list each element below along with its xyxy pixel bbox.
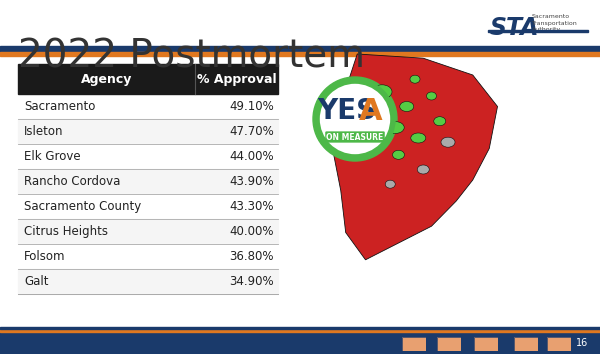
Text: ON MEASURE: ON MEASURE <box>326 132 383 142</box>
Bar <box>18 94 278 119</box>
Bar <box>18 119 278 144</box>
Text: STA: STA <box>490 16 539 40</box>
Polygon shape <box>332 54 497 260</box>
Text: Elk Grove: Elk Grove <box>24 150 80 163</box>
Ellipse shape <box>385 180 395 188</box>
Bar <box>0 332 600 354</box>
Text: 40.00%: 40.00% <box>229 225 274 238</box>
Bar <box>18 269 278 294</box>
Ellipse shape <box>386 121 404 133</box>
Text: 2022 Postmortem: 2022 Postmortem <box>18 38 365 76</box>
Bar <box>474 337 498 351</box>
Text: Sacramento County: Sacramento County <box>24 200 141 213</box>
Text: Sacramento: Sacramento <box>24 100 95 113</box>
Bar <box>437 337 461 351</box>
Ellipse shape <box>417 165 429 174</box>
Bar <box>0 46 600 52</box>
Bar <box>547 337 571 351</box>
Ellipse shape <box>434 117 446 126</box>
Text: YES: YES <box>317 97 377 125</box>
Text: Folsom: Folsom <box>24 250 65 263</box>
Text: Isleton: Isleton <box>24 125 64 138</box>
Bar <box>0 329 600 332</box>
Bar <box>402 337 426 351</box>
Bar <box>437 337 461 351</box>
Ellipse shape <box>372 85 392 99</box>
Ellipse shape <box>411 133 426 143</box>
Ellipse shape <box>441 137 455 147</box>
Circle shape <box>319 83 391 155</box>
Text: A: A <box>359 97 383 126</box>
Bar <box>0 327 600 329</box>
Bar <box>547 337 571 351</box>
Text: 16: 16 <box>576 338 588 348</box>
Text: 36.80%: 36.80% <box>229 250 274 263</box>
Bar <box>18 144 278 169</box>
Text: 34.90%: 34.90% <box>229 275 274 288</box>
Text: 44.00%: 44.00% <box>229 150 274 163</box>
Text: Sacramento
Transportation
Authority: Sacramento Transportation Authority <box>532 14 578 32</box>
Bar <box>474 337 498 351</box>
Ellipse shape <box>427 92 437 100</box>
Text: % Approval: % Approval <box>197 73 277 86</box>
Text: Agency: Agency <box>81 73 132 86</box>
Text: 49.10%: 49.10% <box>229 100 274 113</box>
Bar <box>18 64 278 94</box>
Bar <box>18 219 278 244</box>
Text: Rancho Cordova: Rancho Cordova <box>24 175 121 188</box>
Bar <box>18 169 278 194</box>
Text: 47.70%: 47.70% <box>229 125 274 138</box>
Text: Galt: Galt <box>24 275 49 288</box>
Text: Citrus Heights: Citrus Heights <box>24 225 108 238</box>
Bar <box>402 337 426 351</box>
Ellipse shape <box>400 102 414 112</box>
Bar <box>18 194 278 219</box>
Ellipse shape <box>410 75 420 83</box>
Ellipse shape <box>368 113 380 121</box>
Text: 43.30%: 43.30% <box>229 200 274 213</box>
Bar <box>0 52 600 56</box>
Bar <box>514 337 538 351</box>
Text: 43.90%: 43.90% <box>229 175 274 188</box>
Bar <box>18 244 278 269</box>
Bar <box>488 30 588 32</box>
Circle shape <box>313 77 397 161</box>
Bar <box>514 337 538 351</box>
Ellipse shape <box>392 150 404 159</box>
